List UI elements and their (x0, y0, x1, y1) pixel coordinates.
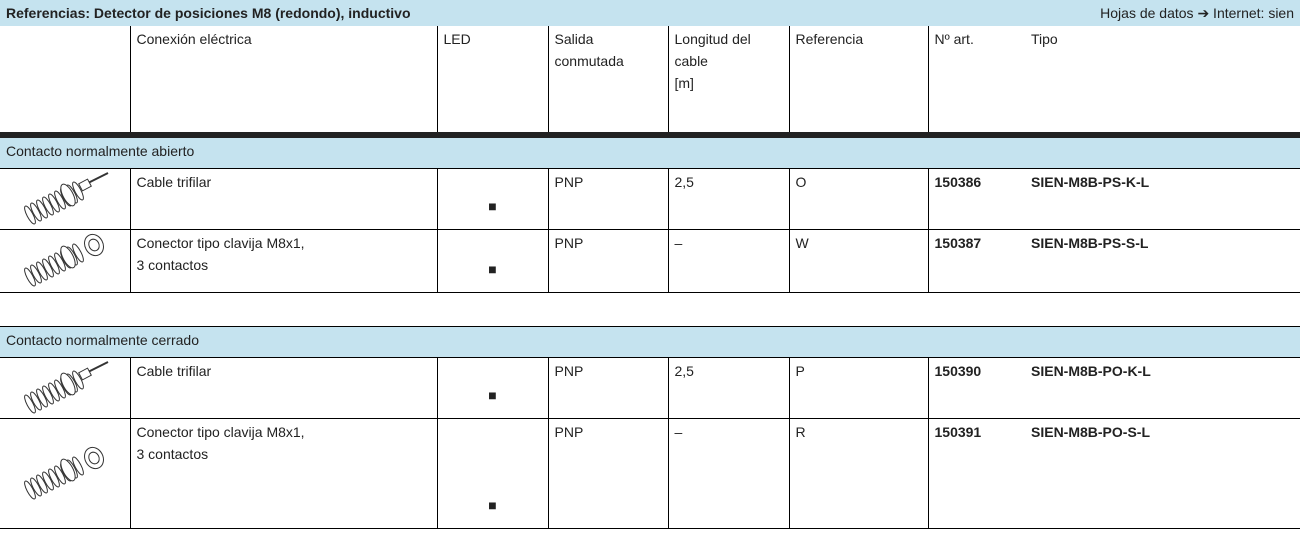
led-cell: ■ (436, 357, 548, 419)
text-line: Conector tipo clavija M8x1, (136, 235, 305, 251)
text-line: Tipo (1031, 31, 1058, 47)
text-line: Cable trifilar (136, 174, 212, 190)
connection-cell: Cable trifilar (129, 168, 437, 230)
length-cell: – (667, 229, 789, 293)
reference-cell: P (788, 357, 928, 419)
connection-cell: Cable trifilar (129, 357, 437, 419)
image-cell (0, 168, 130, 230)
section-row: Contacto normalmente cerrado (0, 326, 1300, 358)
connection-cell: Conector tipo clavija M8x1, 3 contactos (129, 229, 437, 293)
column-header: Longitud del cable [m] (667, 26, 789, 138)
type-cell: SIEN-M8B-PO-K-L (1025, 357, 1300, 419)
connection-cell: Conector tipo clavija M8x1, 3 contactos (129, 418, 437, 529)
table-title: Referencias: Detector de posiciones M8 (… (0, 0, 928, 26)
type-cell: SIEN-M8B-PO-S-L (1025, 418, 1300, 529)
part-number-cell: 150387 (927, 229, 1025, 293)
output-cell: PNP (547, 168, 668, 230)
text-line: conmutada (554, 53, 624, 69)
type-cell: SIEN-M8B-PS-S-L (1025, 229, 1300, 293)
column-header: Conexión eléctrica (129, 26, 437, 138)
product-row: Conector tipo clavija M8x1, 3 contactos ■ P… (0, 418, 1300, 529)
length-cell: 2,5 (667, 168, 789, 230)
datasheet-link: Hojas de datos ➔ Internet: sien (928, 0, 1300, 26)
blank-row (0, 292, 1300, 327)
section-title: Contacto normalmente abierto (0, 135, 1300, 169)
text-line: Referencia (795, 31, 864, 47)
text-line: Longitud del (674, 31, 751, 47)
column-header: Tipo (1025, 26, 1300, 138)
reference-cell: O (788, 168, 928, 230)
reference-cell: W (788, 229, 928, 293)
led-cell: ■ (436, 418, 548, 529)
length-cell: – (667, 418, 789, 529)
part-number-cell: 150390 (927, 357, 1025, 419)
table-body: Referencias: Detector de posiciones M8 (… (0, 0, 1300, 529)
sensor-icon (24, 446, 104, 499)
text-line: Conector tipo clavija M8x1, (136, 424, 305, 440)
text-line: 3 contactos (136, 446, 209, 462)
output-cell: PNP (547, 229, 668, 293)
column-header: Nº art. (927, 26, 1025, 138)
sensor-icon (24, 361, 109, 414)
led-cell: ■ (436, 229, 548, 293)
section-row: Contacto normalmente abierto (0, 135, 1300, 169)
image-cell (0, 418, 130, 529)
text-line: 3 contactos (136, 257, 209, 273)
length-cell: 2,5 (667, 357, 789, 419)
part-number-cell: 150391 (927, 418, 1025, 529)
output-cell: PNP (547, 418, 668, 529)
header-row: Referencias: Detector de posiciones M8 (… (0, 0, 1300, 26)
text-line: [m] (674, 75, 694, 91)
text-line: cable (674, 53, 708, 69)
reference-cell: R (788, 418, 928, 529)
text-line: LED (443, 31, 471, 47)
product-row: Cable trifilar ■ PNP 2,5 P 150390 SIEN-M8B-PO-… (0, 357, 1300, 419)
image-column-header (0, 26, 130, 138)
type-cell: SIEN-M8B-PS-K-L (1025, 168, 1300, 230)
image-cell (0, 229, 130, 293)
section-title: Contacto normalmente cerrado (0, 326, 1300, 358)
led-cell: ■ (436, 168, 548, 230)
text-line: Conexión eléctrica (136, 31, 252, 47)
column-header-row: Conexión eléctrica LED Salida conmutada Long… (0, 26, 1300, 138)
column-header: Salida conmutada (547, 26, 668, 138)
sensor-icon (24, 233, 104, 287)
blank-cell (0, 292, 1300, 327)
text-line: Nº art. (934, 31, 974, 47)
column-header: Referencia (788, 26, 928, 138)
product-row: Conector tipo clavija M8x1, 3 contactos ■ P… (0, 229, 1300, 293)
reference-table: Referencias: Detector de posiciones M8 (… (0, 0, 1300, 529)
image-cell (0, 357, 130, 419)
sensor-icon (24, 172, 109, 225)
text-line: Cable trifilar (136, 363, 212, 379)
text-line: Salida (554, 31, 594, 47)
column-header: LED (436, 26, 548, 138)
product-row: Cable trifilar ■ PNP 2,5 O 150386 SIEN-M8B-PS-… (0, 168, 1300, 230)
part-number-cell: 150386 (927, 168, 1025, 230)
output-cell: PNP (547, 357, 668, 419)
